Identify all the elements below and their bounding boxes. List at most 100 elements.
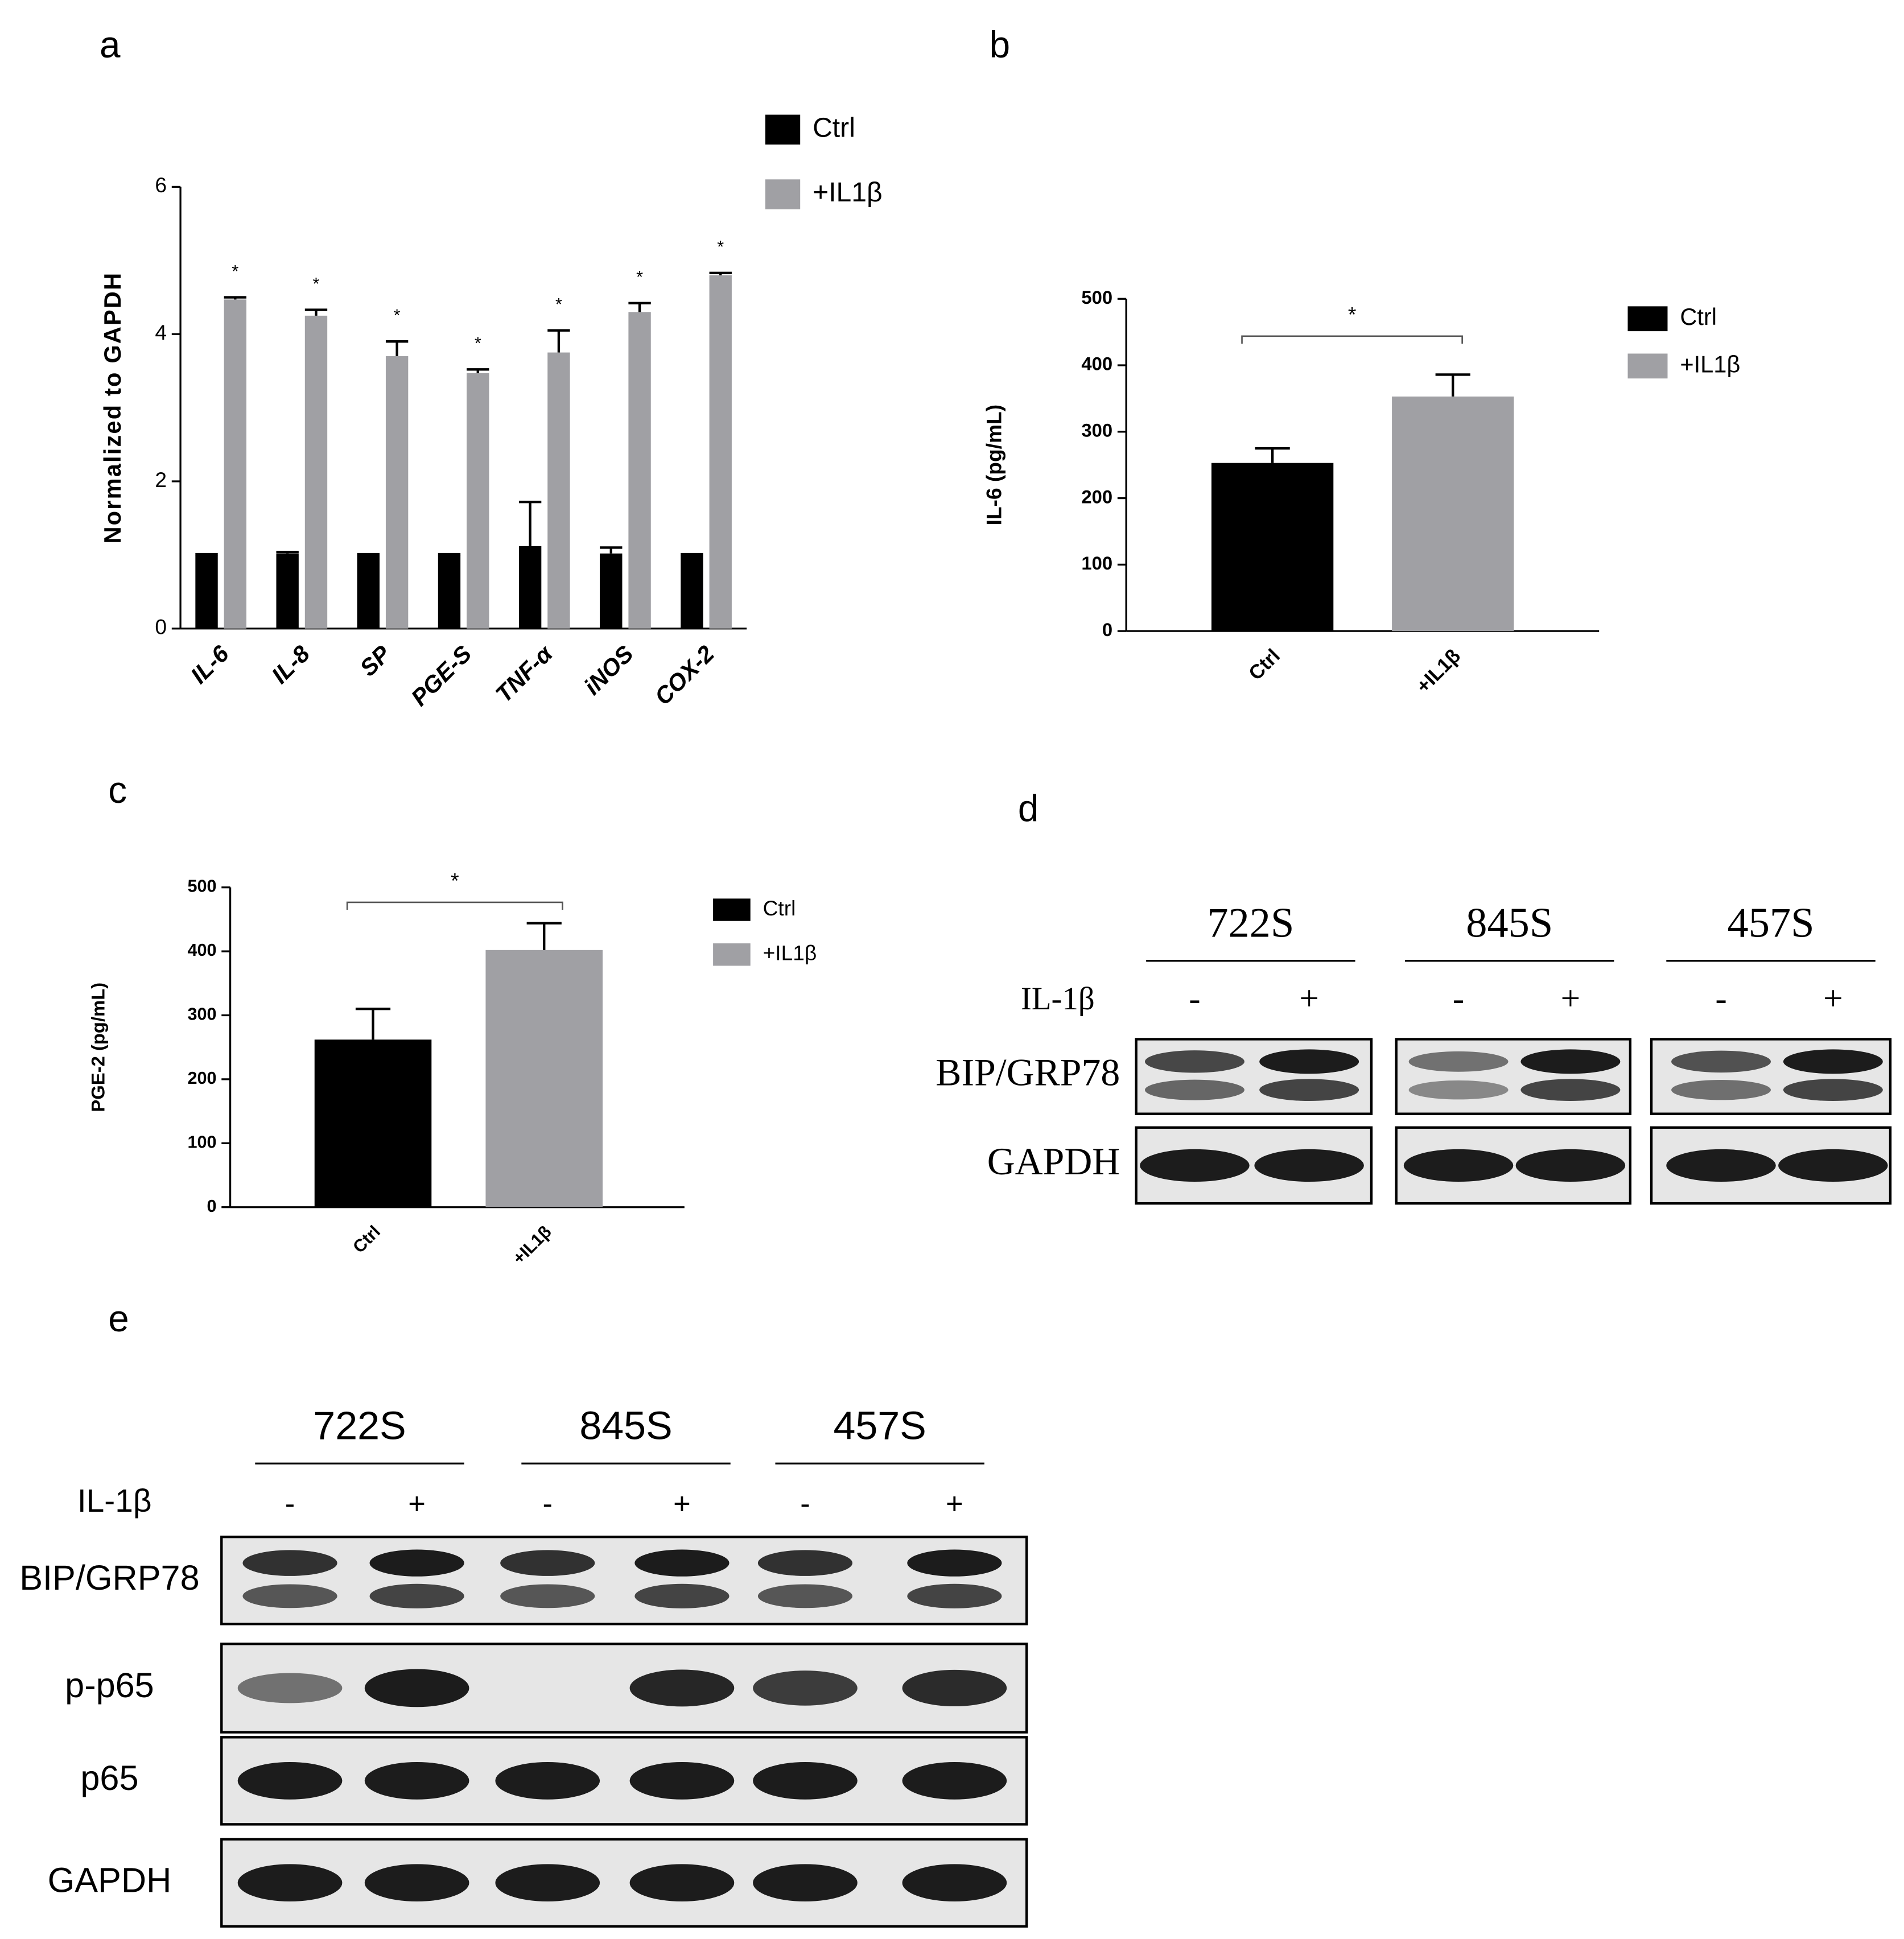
significance-bracket	[1241, 335, 1463, 344]
error-bar	[355, 1008, 391, 1040]
band	[634, 1583, 730, 1608]
bar	[195, 555, 218, 629]
blot-frame	[220, 1736, 1028, 1826]
y-tick-label: 0	[155, 615, 167, 639]
error-bar	[709, 271, 732, 275]
legend-swatch	[713, 943, 751, 966]
y-axis-label: IL-6 (pg/mL)	[982, 405, 1005, 526]
significance-mark: *	[313, 274, 320, 294]
band	[1144, 1079, 1244, 1100]
error-bar	[547, 329, 570, 353]
band	[753, 1762, 858, 1800]
lane-sign: +	[673, 1487, 691, 1520]
band	[1515, 1149, 1626, 1182]
band	[902, 1864, 1007, 1902]
band	[1254, 1149, 1364, 1182]
error-bar	[276, 551, 299, 554]
lane-sign: +	[946, 1487, 963, 1520]
band	[369, 1549, 464, 1577]
row-label: GAPDH	[48, 1860, 172, 1899]
panel-label: c	[108, 769, 127, 811]
x-tick-label: +IL1β	[509, 1222, 555, 1268]
blot-frame	[220, 1643, 1028, 1734]
error-bar	[467, 368, 489, 373]
band	[237, 1864, 343, 1902]
x-tick-label: +IL1β	[1412, 645, 1465, 698]
significance-mark: *	[394, 306, 401, 325]
bar	[1392, 396, 1514, 632]
bar	[547, 352, 570, 629]
y-tick-label: 200	[1081, 486, 1112, 507]
y-tick-label: 400	[1081, 353, 1112, 374]
error-bar	[385, 340, 409, 357]
band	[634, 1549, 730, 1577]
error-bar	[681, 552, 703, 556]
cell-line-label: 722S	[313, 1403, 406, 1447]
band	[364, 1669, 469, 1707]
cell-line-label: 457S	[1728, 900, 1815, 947]
band	[1671, 1079, 1771, 1100]
bar	[224, 299, 247, 629]
x-tick-label: PGE-S	[406, 640, 477, 711]
band	[1666, 1149, 1776, 1182]
x-tick-label: SP	[355, 640, 396, 682]
error-bar	[195, 552, 218, 556]
y-axis-label: PGE-2 (pg/mL)	[88, 983, 109, 1112]
significance-mark: *	[1348, 303, 1356, 327]
legend-label: Ctrl	[813, 113, 855, 143]
row-label: GAPDH	[987, 1140, 1120, 1183]
band	[629, 1762, 735, 1800]
y-tick-label: 400	[187, 940, 216, 960]
y-tick-label: 100	[1081, 552, 1112, 574]
y-tick-label: 0	[1102, 619, 1112, 640]
bar	[628, 312, 651, 629]
x-tick-label: iNOS	[579, 640, 638, 700]
band	[1671, 1050, 1771, 1073]
blot-frame	[220, 1536, 1028, 1626]
bar	[385, 356, 409, 629]
error-bar	[438, 552, 461, 556]
bar	[467, 373, 489, 629]
treatment-label: IL-1β	[77, 1483, 152, 1519]
y-tick-label: 500	[1081, 287, 1112, 308]
lane-sign: -	[1189, 979, 1200, 1018]
legend-swatch	[765, 114, 801, 145]
panel-label: a	[100, 24, 121, 65]
lane-sign: -	[800, 1487, 810, 1520]
band	[242, 1584, 337, 1608]
blot-frame	[1650, 1038, 1892, 1115]
error-bar	[518, 501, 542, 546]
band	[753, 1670, 858, 1706]
cell-line-label: 845S	[1466, 900, 1553, 947]
error-bar	[224, 296, 247, 300]
band	[242, 1550, 337, 1576]
row-label: p-p65	[65, 1666, 154, 1705]
band	[1783, 1079, 1883, 1101]
x-tick-label: IL-6	[186, 640, 234, 688]
bar	[357, 555, 380, 629]
significance-mark: *	[475, 334, 481, 353]
bar	[709, 275, 732, 629]
cell-line-label: 845S	[579, 1403, 672, 1447]
significance-mark: *	[636, 267, 643, 287]
significance-bracket	[346, 901, 563, 910]
legend-swatch	[765, 179, 801, 209]
band	[753, 1864, 858, 1902]
y-tick-label: 6	[155, 173, 167, 197]
blot-frame	[1395, 1038, 1632, 1115]
bar	[681, 555, 703, 629]
lane-sign: -	[1453, 979, 1464, 1018]
y-tick-label: 100	[187, 1132, 216, 1152]
legend-label: Ctrl	[763, 896, 796, 920]
y-tick-label: 200	[187, 1068, 216, 1088]
band	[1408, 1080, 1509, 1100]
legend-label: +IL1β	[763, 941, 817, 965]
band	[364, 1864, 469, 1902]
y-tick-label: 300	[1081, 419, 1112, 440]
band	[629, 1864, 735, 1902]
lane-sign: +	[1823, 979, 1843, 1018]
panel-label: d	[1018, 788, 1038, 830]
y-tick-label: 2	[155, 468, 167, 492]
lane-sign: -	[1715, 979, 1726, 1018]
